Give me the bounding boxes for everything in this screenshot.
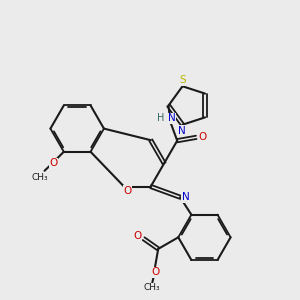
Text: O: O — [49, 158, 58, 168]
Text: N: N — [178, 126, 186, 136]
Text: O: O — [199, 132, 207, 142]
Text: H: H — [158, 113, 165, 123]
Text: N: N — [182, 192, 189, 202]
Text: CH₃: CH₃ — [144, 284, 160, 292]
Text: O: O — [151, 267, 159, 278]
Text: O: O — [133, 231, 141, 241]
Text: S: S — [180, 75, 186, 85]
Text: O: O — [123, 186, 132, 196]
Text: N: N — [168, 113, 176, 123]
Text: CH₃: CH₃ — [31, 173, 48, 182]
